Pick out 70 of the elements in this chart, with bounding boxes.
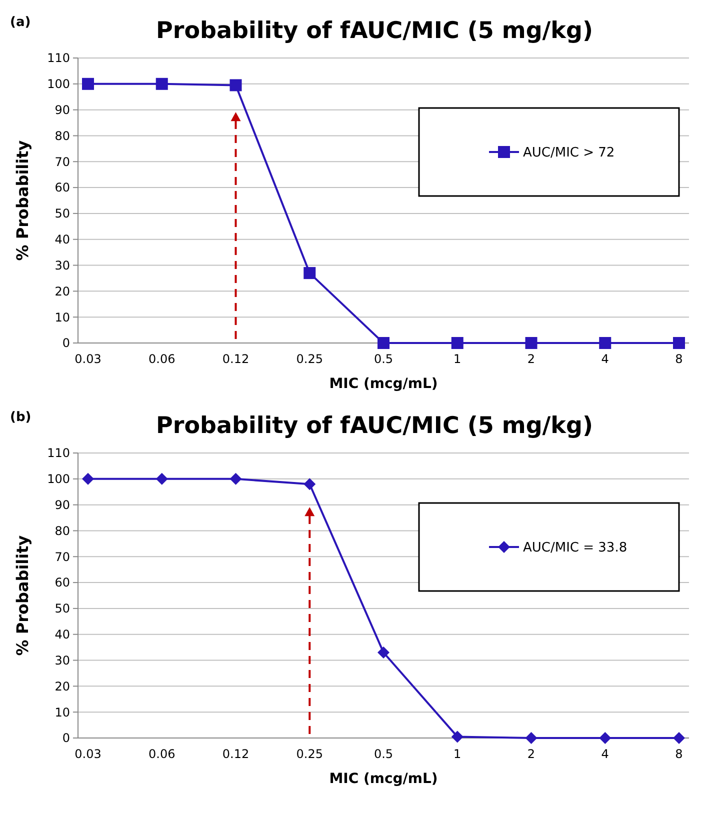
point bbox=[230, 79, 242, 92]
y-tick-label: 100 bbox=[47, 77, 70, 92]
y-tick-label: 50 bbox=[54, 206, 70, 221]
y-tick-label: 90 bbox=[54, 498, 70, 512]
point bbox=[378, 646, 390, 658]
y-tick-label: 110 bbox=[47, 446, 70, 460]
point bbox=[673, 732, 685, 744]
point bbox=[156, 472, 168, 485]
x-tick-label: 0.12 bbox=[222, 352, 250, 366]
y-tick-label: 110 bbox=[47, 51, 70, 66]
point bbox=[156, 78, 168, 90]
legend-label: AUC/MIC = 33.8 bbox=[523, 540, 628, 556]
y-tick-label: 80 bbox=[54, 524, 70, 538]
x-tick-label: 0.5 bbox=[374, 352, 394, 366]
point bbox=[525, 732, 538, 744]
x-tick-label: 2 bbox=[527, 352, 536, 366]
x-tick-label: 4 bbox=[601, 352, 609, 366]
chart-title: Probability of fAUC/MIC (5 mg/kg) bbox=[156, 413, 593, 439]
y-tick-label: 50 bbox=[54, 602, 70, 616]
x-tick-label: 8 bbox=[675, 747, 683, 761]
y-tick-label: 0 bbox=[62, 336, 70, 350]
y-axis-title: % Probability bbox=[13, 534, 32, 656]
point bbox=[451, 730, 464, 743]
y-tick-label: 70 bbox=[54, 154, 70, 169]
y-tick-label: 100 bbox=[47, 472, 70, 486]
y-tick-label: 20 bbox=[54, 284, 70, 298]
x-tick-label: 0.03 bbox=[74, 747, 102, 761]
point bbox=[230, 472, 242, 485]
y-tick-label: 60 bbox=[54, 180, 70, 195]
x-tick-label: 1 bbox=[454, 352, 462, 366]
x-tick-label: 2 bbox=[527, 747, 536, 761]
chart-title: Probability of fAUC/MIC (5 mg/kg) bbox=[156, 18, 593, 44]
point bbox=[378, 337, 390, 349]
y-tick-label: 40 bbox=[54, 628, 70, 642]
y-tick-label: 70 bbox=[54, 550, 70, 564]
y-tick-label: 90 bbox=[54, 103, 70, 118]
y-tick-label: 40 bbox=[54, 232, 70, 247]
x-tick-label: 0.25 bbox=[296, 747, 323, 761]
x-tick-label: 1 bbox=[454, 747, 462, 761]
x-tick-label: 0.03 bbox=[74, 352, 102, 366]
text: (a) bbox=[10, 15, 31, 30]
point bbox=[304, 267, 316, 280]
y-axis-title: % Probability bbox=[13, 140, 32, 261]
x-tick-label: 0.5 bbox=[374, 747, 394, 761]
x-tick-label: 8 bbox=[675, 352, 683, 366]
y-tick-label: 10 bbox=[54, 705, 70, 720]
point bbox=[451, 337, 464, 349]
text: (b) bbox=[10, 410, 32, 425]
y-tick-label: 30 bbox=[54, 653, 70, 668]
y-tick-label: 30 bbox=[54, 258, 70, 272]
legend-label: AUC/MIC > 72 bbox=[523, 146, 615, 161]
point bbox=[82, 78, 94, 90]
x-tick-label: 0.06 bbox=[148, 352, 176, 366]
y-tick-label: 20 bbox=[54, 679, 70, 694]
x-axis-title: MIC (mcg/mL) bbox=[329, 376, 438, 392]
x-axis-title: MIC (mcg/mL) bbox=[329, 771, 438, 787]
point bbox=[599, 732, 612, 744]
point bbox=[673, 337, 685, 349]
x-tick-label: 0.06 bbox=[148, 747, 176, 761]
y-tick-label: 60 bbox=[54, 576, 70, 590]
x-tick-label: 0.25 bbox=[296, 352, 323, 366]
y-tick-label: 0 bbox=[62, 731, 70, 746]
point bbox=[304, 478, 316, 490]
x-tick-label: 0.12 bbox=[222, 747, 250, 761]
y-tick-label: 80 bbox=[54, 128, 70, 143]
point bbox=[82, 472, 94, 485]
point bbox=[599, 337, 612, 349]
x-tick-label: 4 bbox=[601, 747, 609, 761]
point bbox=[525, 337, 538, 349]
y-tick-label: 10 bbox=[54, 310, 70, 324]
